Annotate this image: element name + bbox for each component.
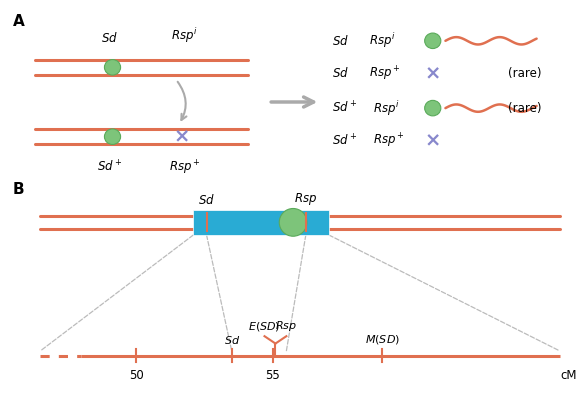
- Text: $Rsp^i$: $Rsp^i$: [373, 99, 400, 118]
- Ellipse shape: [104, 129, 121, 144]
- Text: $Rsp^+$: $Rsp^+$: [168, 159, 201, 177]
- Text: cM: cM: [561, 369, 577, 382]
- Text: $Sd^+$: $Sd^+$: [332, 133, 357, 149]
- Text: A: A: [13, 14, 24, 29]
- Ellipse shape: [104, 60, 121, 75]
- Ellipse shape: [425, 100, 441, 116]
- Bar: [193, 210, 329, 235]
- Text: $E(SD)$: $E(SD)$: [248, 320, 281, 333]
- Text: $Rsp^+$: $Rsp^+$: [373, 132, 405, 150]
- Text: $Rsp^i$: $Rsp^i$: [171, 26, 198, 45]
- Text: ×: ×: [425, 64, 441, 83]
- Text: $Sd^+$: $Sd^+$: [97, 159, 122, 175]
- Text: B: B: [13, 182, 24, 197]
- Text: $Sd$: $Sd$: [198, 193, 215, 207]
- Text: $Rsp^i$: $Rsp^i$: [369, 31, 396, 50]
- Text: $M(SD)$: $M(SD)$: [365, 333, 399, 346]
- Text: (rare): (rare): [508, 102, 541, 115]
- Text: 55: 55: [265, 369, 280, 382]
- Ellipse shape: [425, 33, 441, 49]
- Text: $Sd$: $Sd$: [101, 31, 118, 45]
- Text: (rare): (rare): [508, 67, 541, 80]
- Text: $Rsp$: $Rsp$: [275, 319, 297, 333]
- Ellipse shape: [279, 208, 307, 236]
- Text: $Sd$: $Sd$: [332, 34, 349, 48]
- FancyArrowPatch shape: [178, 82, 186, 120]
- Text: $Rsp$: $Rsp$: [294, 191, 317, 207]
- Text: 50: 50: [129, 369, 144, 382]
- Text: ×: ×: [174, 127, 190, 146]
- Text: $Sd^+$: $Sd^+$: [332, 100, 357, 116]
- Text: $Rsp^+$: $Rsp^+$: [369, 64, 401, 82]
- Text: $Sd$: $Sd$: [224, 334, 240, 346]
- Text: ×: ×: [425, 131, 441, 150]
- Text: $Sd$: $Sd$: [332, 67, 349, 80]
